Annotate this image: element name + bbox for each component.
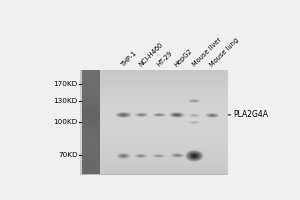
Text: HT-29: HT-29 <box>156 50 173 68</box>
Bar <box>80 70 227 174</box>
Text: 100KD: 100KD <box>54 119 78 125</box>
Text: Mouse lung: Mouse lung <box>209 37 240 68</box>
Text: NCI-H460: NCI-H460 <box>138 41 164 68</box>
Text: THP-1: THP-1 <box>120 50 138 68</box>
Text: HepG2: HepG2 <box>173 48 194 68</box>
Text: 70KD: 70KD <box>58 152 78 158</box>
Text: 170KD: 170KD <box>54 81 78 87</box>
Text: PLA2G4A: PLA2G4A <box>228 110 268 119</box>
Text: Mouse liver: Mouse liver <box>191 37 223 68</box>
Text: 130KD: 130KD <box>54 98 78 104</box>
